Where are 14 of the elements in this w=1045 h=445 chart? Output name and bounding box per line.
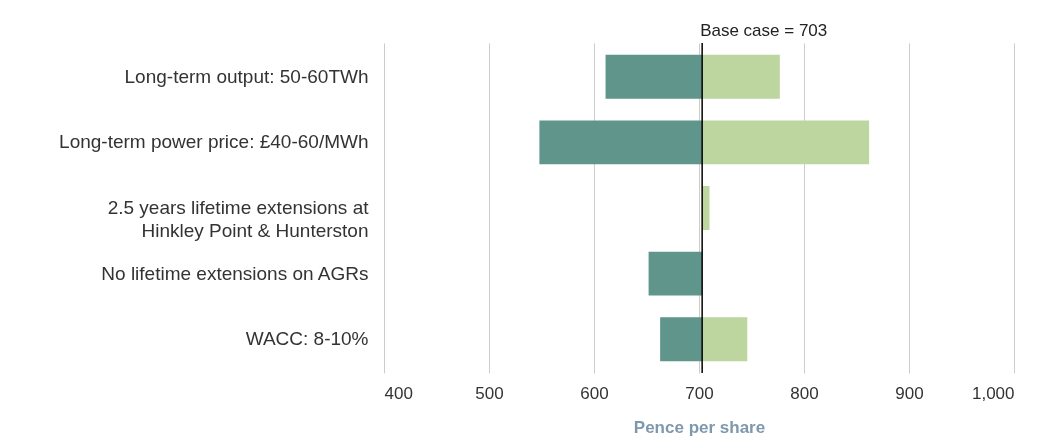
x-tick-label: 600 — [580, 383, 609, 403]
y-tick-label: Long-term power price: £40-60/MWh — [59, 131, 369, 153]
y-tick-label: WACC: 8-10% — [245, 328, 369, 350]
x-axis-title: Pence per share — [633, 417, 766, 437]
x-tick-label: 800 — [790, 383, 819, 403]
y-tick-label: No lifetime extensions on AGRs — [101, 262, 369, 284]
y-tick-label: 2.5 years lifetime extensions at Hinkley Point & Hunterston — [107, 197, 370, 241]
x-tick-label: 400 — [384, 383, 413, 403]
x-tick-label: 900 — [895, 383, 924, 403]
x-tick-label: 500 — [475, 383, 504, 403]
x-tick-label: 1,000 — [971, 383, 1015, 403]
ref-line-label: Base case = 703 — [700, 21, 828, 40]
y-tick-label: Long-term output: 50-60TWh — [124, 65, 369, 87]
x-tick-label: 700 — [685, 383, 714, 403]
